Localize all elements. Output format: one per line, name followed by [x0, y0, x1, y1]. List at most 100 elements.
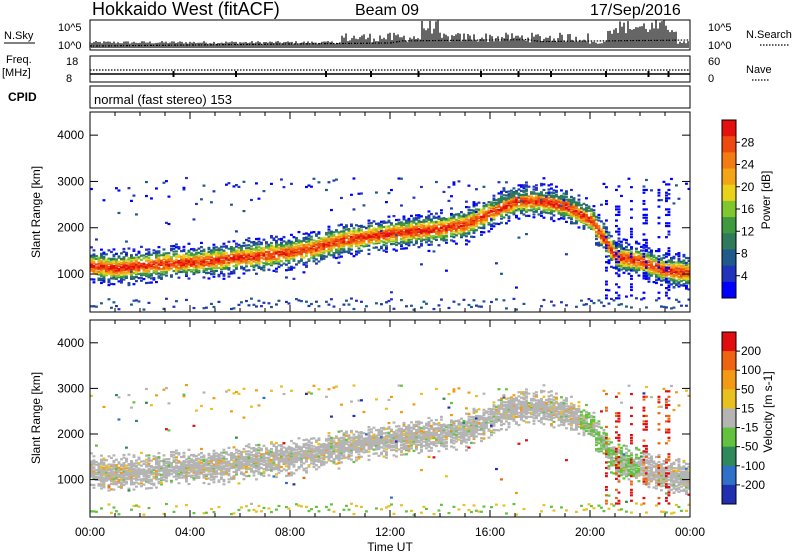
velocity-cell — [185, 472, 188, 475]
power-cell — [535, 187, 538, 190]
power-cell — [270, 182, 273, 185]
power-cell — [300, 258, 303, 261]
power-cell — [315, 241, 318, 244]
power-cell — [255, 182, 258, 185]
power-cell — [347, 232, 351, 235]
power-cell — [200, 261, 203, 264]
power-cell — [415, 217, 418, 220]
power-cell — [367, 229, 371, 232]
power-cell — [482, 214, 486, 217]
power-cell — [505, 222, 508, 225]
power-cell — [270, 246, 273, 249]
power-cell — [540, 305, 543, 308]
power-cell — [237, 303, 241, 306]
power-cell — [112, 271, 116, 275]
power-cell — [382, 238, 386, 241]
power-cell — [582, 212, 586, 215]
power-cell — [550, 183, 553, 186]
power-cell — [657, 191, 661, 194]
power-cell — [255, 272, 258, 275]
power-cell — [597, 224, 601, 228]
power-cell — [602, 242, 606, 245]
velocity-cell — [202, 464, 206, 467]
power-cell — [587, 216, 591, 219]
power-cell — [215, 260, 218, 263]
power-cell — [250, 257, 253, 261]
power-cell — [427, 239, 431, 242]
freq-change-mark — [325, 71, 327, 77]
velocity-cell — [190, 467, 193, 470]
velocity-cell — [122, 478, 126, 481]
velocity-cell — [110, 477, 113, 480]
power-cell — [680, 277, 683, 280]
power-cell — [467, 224, 471, 227]
power-cell — [630, 257, 633, 261]
power-cell — [187, 262, 191, 265]
velocity-cell — [112, 461, 116, 464]
power-cell — [565, 191, 568, 194]
power-cell — [570, 215, 573, 218]
power-cell — [575, 201, 578, 204]
power-cell — [512, 213, 516, 216]
power-cell — [570, 201, 573, 204]
power-cell — [245, 265, 248, 268]
power-cell — [600, 231, 603, 234]
velocity-cell — [147, 457, 151, 460]
power-cell — [562, 192, 566, 195]
power-cell — [252, 240, 256, 244]
velocity-cell — [135, 481, 138, 484]
power-cell — [565, 190, 568, 193]
velocity-cell — [195, 464, 198, 467]
power-cell — [630, 259, 633, 262]
power-cell — [395, 241, 398, 244]
power-cell — [400, 232, 403, 235]
power-cell — [480, 222, 483, 225]
power-cell — [122, 264, 126, 267]
power-cell — [645, 244, 648, 247]
power-cell — [127, 247, 131, 250]
power-cell — [370, 233, 373, 236]
power-cell — [655, 258, 658, 261]
power-cell — [340, 244, 343, 247]
power-cell — [122, 256, 126, 259]
power-cell — [302, 243, 306, 247]
power-cell — [232, 269, 236, 272]
power-cell — [280, 248, 283, 252]
power-cell — [277, 238, 281, 241]
power-cell — [120, 270, 123, 273]
velocity-cell — [120, 463, 123, 466]
velocity-cell — [120, 484, 123, 487]
power-cell — [412, 236, 416, 239]
velocity-cell — [182, 454, 186, 457]
power-cell — [310, 238, 313, 241]
power-cell — [422, 300, 426, 303]
power-cell — [635, 271, 638, 274]
power-cell — [655, 269, 658, 272]
power-cell — [655, 281, 658, 285]
power-cell — [647, 254, 651, 257]
power-cell — [625, 259, 628, 262]
velocity-cell — [172, 453, 176, 456]
power-cell — [517, 209, 521, 212]
power-cell — [167, 252, 171, 255]
velocity-cell — [92, 455, 96, 458]
power-cell — [452, 215, 456, 218]
power-cell — [170, 264, 173, 267]
power-cell — [610, 297, 613, 301]
velocity-cell — [102, 483, 106, 486]
power-cell — [395, 239, 398, 242]
power-cell — [290, 254, 293, 257]
power-cell — [175, 253, 178, 256]
power-cell — [555, 195, 558, 198]
velocity-cell — [182, 464, 186, 467]
power-cell — [610, 240, 613, 243]
power-cell — [297, 261, 301, 264]
power-cell — [310, 256, 313, 259]
power-cell — [330, 245, 333, 248]
velocity-cell — [162, 388, 166, 391]
velocity-cell — [97, 466, 101, 469]
colorbar-swatch — [722, 136, 736, 153]
power-cell — [142, 277, 146, 281]
power-cell — [560, 210, 563, 213]
power-cell — [452, 181, 456, 184]
